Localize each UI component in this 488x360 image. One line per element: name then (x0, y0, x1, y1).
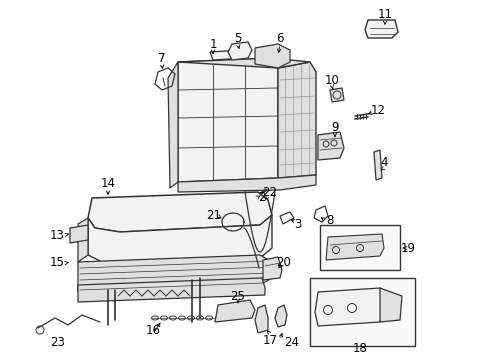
Polygon shape (88, 215, 271, 265)
Text: 2: 2 (258, 190, 265, 203)
Text: 16: 16 (145, 324, 160, 337)
Polygon shape (227, 42, 251, 60)
Polygon shape (78, 255, 271, 292)
Text: 25: 25 (230, 289, 245, 302)
Text: 17: 17 (262, 333, 277, 346)
Bar (309, 278, 414, 346)
Polygon shape (329, 88, 343, 102)
Polygon shape (263, 257, 282, 280)
Polygon shape (78, 218, 88, 262)
Text: 10: 10 (324, 73, 339, 86)
Text: 22: 22 (262, 185, 277, 198)
Polygon shape (278, 62, 315, 178)
Text: 1: 1 (209, 37, 216, 50)
Text: 4: 4 (380, 156, 387, 168)
Text: 6: 6 (276, 32, 283, 45)
Polygon shape (314, 288, 384, 326)
Polygon shape (325, 234, 383, 260)
Text: 19: 19 (400, 242, 415, 255)
Polygon shape (88, 192, 271, 232)
Text: 18: 18 (352, 342, 366, 355)
Bar (319, 225, 399, 270)
Text: 11: 11 (377, 8, 392, 21)
Polygon shape (379, 288, 401, 322)
Polygon shape (215, 300, 254, 322)
Polygon shape (373, 150, 381, 180)
Polygon shape (178, 175, 315, 192)
Polygon shape (178, 58, 278, 182)
Text: 3: 3 (294, 217, 301, 230)
Polygon shape (178, 58, 309, 68)
Text: 8: 8 (325, 213, 333, 226)
Polygon shape (274, 305, 286, 327)
Text: 21: 21 (206, 208, 221, 221)
Text: 23: 23 (50, 336, 65, 348)
Polygon shape (254, 305, 267, 333)
Text: 9: 9 (330, 121, 338, 134)
Text: 7: 7 (158, 51, 165, 64)
Text: 12: 12 (370, 104, 385, 117)
Text: 15: 15 (49, 256, 64, 270)
Text: 20: 20 (276, 256, 291, 269)
Polygon shape (209, 50, 244, 60)
Polygon shape (364, 20, 397, 38)
Polygon shape (168, 62, 178, 188)
Polygon shape (78, 278, 264, 302)
Text: 5: 5 (234, 32, 241, 45)
Polygon shape (317, 132, 343, 160)
Text: 13: 13 (49, 229, 64, 242)
Text: 24: 24 (284, 336, 299, 348)
Polygon shape (70, 225, 88, 243)
Polygon shape (254, 44, 289, 68)
Text: 14: 14 (101, 176, 115, 189)
